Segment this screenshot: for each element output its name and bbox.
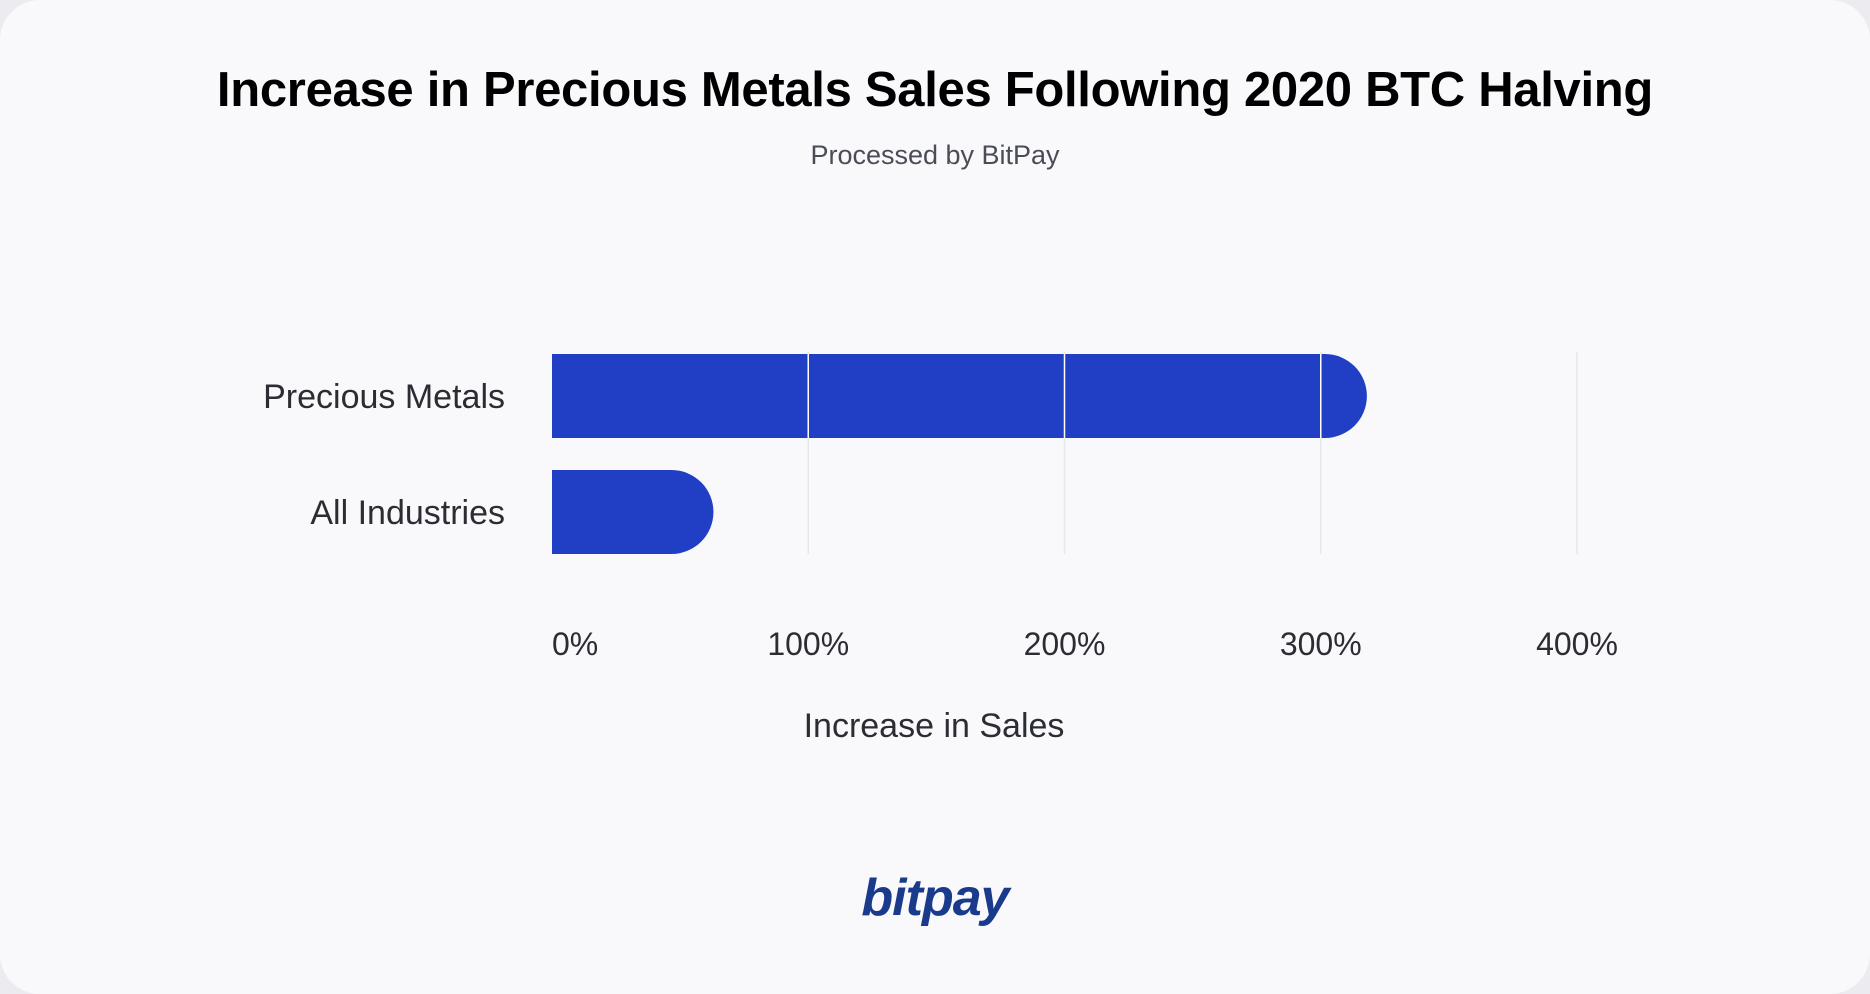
category-labels: Precious Metals All Industries bbox=[263, 378, 505, 532]
x-tick-labels: 0% 100% 200% 300% 400% bbox=[552, 626, 1618, 662]
x-tick-label-3: 300% bbox=[1280, 626, 1362, 662]
bar-all-industries bbox=[552, 470, 714, 554]
bitpay-logo: bitpay bbox=[861, 869, 1009, 927]
x-tick-label-0: 0% bbox=[552, 626, 598, 662]
bar-precious-metals bbox=[552, 354, 1367, 438]
category-label-0: Precious Metals bbox=[263, 378, 505, 416]
bars bbox=[552, 354, 1367, 554]
category-label-1: All Industries bbox=[310, 494, 505, 532]
chart-subtitle: Processed by BitPay bbox=[810, 140, 1060, 170]
bar-gridline-overlay bbox=[807, 354, 1322, 438]
chart-title: Increase in Precious Metals Sales Follow… bbox=[216, 63, 1654, 117]
x-tick-label-1: 100% bbox=[767, 626, 849, 662]
x-axis-label: Increase in Sales bbox=[804, 707, 1065, 745]
x-tick-label-4: 400% bbox=[1536, 626, 1618, 662]
x-tick-label-2: 200% bbox=[1024, 626, 1106, 662]
